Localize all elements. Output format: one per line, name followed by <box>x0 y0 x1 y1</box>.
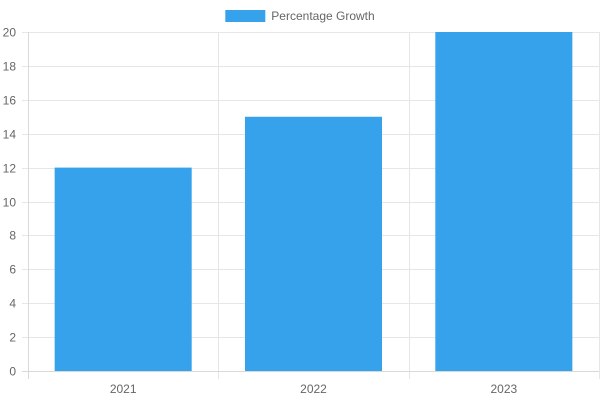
y-tick-label: 4 <box>9 297 16 311</box>
x-tick-label: 2021 <box>110 382 137 396</box>
bar-2022[interactable] <box>244 116 383 371</box>
x-tick-label: 2023 <box>490 382 517 396</box>
y-tick-label: 18 <box>3 60 17 74</box>
tick-labels: 0 2 4 6 8 10 12 14 16 18 20 2021 2022 2023 <box>3 26 518 397</box>
x-tick-label: 2022 <box>300 382 327 396</box>
y-tick-label: 10 <box>3 196 17 210</box>
bars <box>54 32 573 371</box>
legend-swatch-percentage-growth[interactable] <box>225 10 266 22</box>
y-tick-label: 12 <box>3 162 17 176</box>
y-tick-label: 20 <box>3 26 17 40</box>
y-tick-label: 16 <box>3 94 17 108</box>
y-tick-label: 14 <box>3 128 17 142</box>
y-tick-label: 0 <box>9 365 16 379</box>
legend-label-percentage-growth[interactable]: Percentage Growth <box>271 9 374 23</box>
bar-2021[interactable] <box>54 167 192 371</box>
axes <box>22 32 599 379</box>
legend[interactable]: Percentage Growth <box>225 9 375 23</box>
y-tick-label: 8 <box>9 229 16 243</box>
y-tick-label: 2 <box>9 331 16 345</box>
bar-2023[interactable] <box>435 32 573 371</box>
y-tick-label: 6 <box>9 263 16 277</box>
